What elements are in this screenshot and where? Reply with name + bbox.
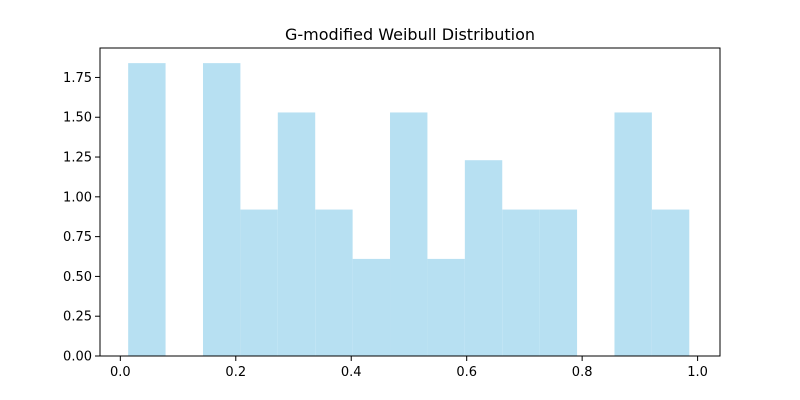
histogram-bar — [464, 160, 503, 356]
bars-group — [128, 63, 690, 356]
y-tick-label: 1.75 — [63, 71, 92, 86]
y-tick-label: 0.00 — [63, 350, 92, 365]
histogram-bar — [352, 258, 391, 356]
histogram-bar — [427, 258, 465, 356]
y-tick-label: 0.50 — [63, 270, 92, 285]
histogram-bar — [614, 112, 652, 356]
histogram-bar — [539, 209, 578, 356]
histogram-bar — [202, 63, 241, 356]
histogram-bar — [315, 209, 353, 356]
histogram-bar — [502, 209, 540, 356]
x-tick-label: 0.8 — [572, 365, 593, 380]
x-tick-label: 0.2 — [225, 365, 246, 380]
x-tick-label: 1.0 — [687, 365, 708, 380]
y-axis: 0.00 0.25 0.50 0.75 1.00 1.25 1.50 1.75 — [63, 71, 100, 365]
y-tick-label: 0.75 — [63, 230, 92, 245]
histogram-bar — [390, 112, 428, 356]
histogram-bar — [651, 209, 690, 356]
x-tick-label: 0.6 — [456, 365, 477, 380]
plot-frame — [99, 47, 721, 357]
y-tick-label: 1.00 — [63, 190, 92, 205]
y-tick-label: 1.50 — [63, 111, 92, 126]
x-axis: 0.0 0.2 0.4 0.6 0.8 1.0 — [110, 356, 708, 380]
chart-title: G-modified Weibull Distribution — [285, 25, 535, 44]
histogram-bar — [240, 209, 278, 356]
histogram-bar — [128, 63, 166, 356]
y-tick-label: 0.25 — [63, 310, 92, 325]
histogram-bar — [277, 112, 316, 356]
x-tick-label: 0.0 — [110, 365, 131, 380]
x-tick-label: 0.4 — [341, 365, 362, 380]
y-tick-label: 1.25 — [63, 151, 92, 166]
